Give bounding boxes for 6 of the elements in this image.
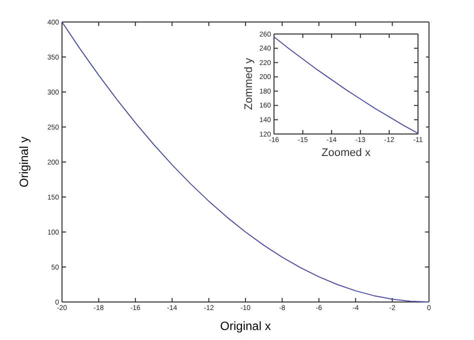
line-series bbox=[62, 22, 430, 302]
y-axis-title: Zommed y bbox=[243, 58, 255, 110]
line-series bbox=[274, 36, 418, 134]
y-axis-title: Original y bbox=[17, 136, 31, 188]
x-axis-title: Original x bbox=[220, 319, 271, 333]
x-axis-title: Zoomed x bbox=[322, 147, 371, 159]
